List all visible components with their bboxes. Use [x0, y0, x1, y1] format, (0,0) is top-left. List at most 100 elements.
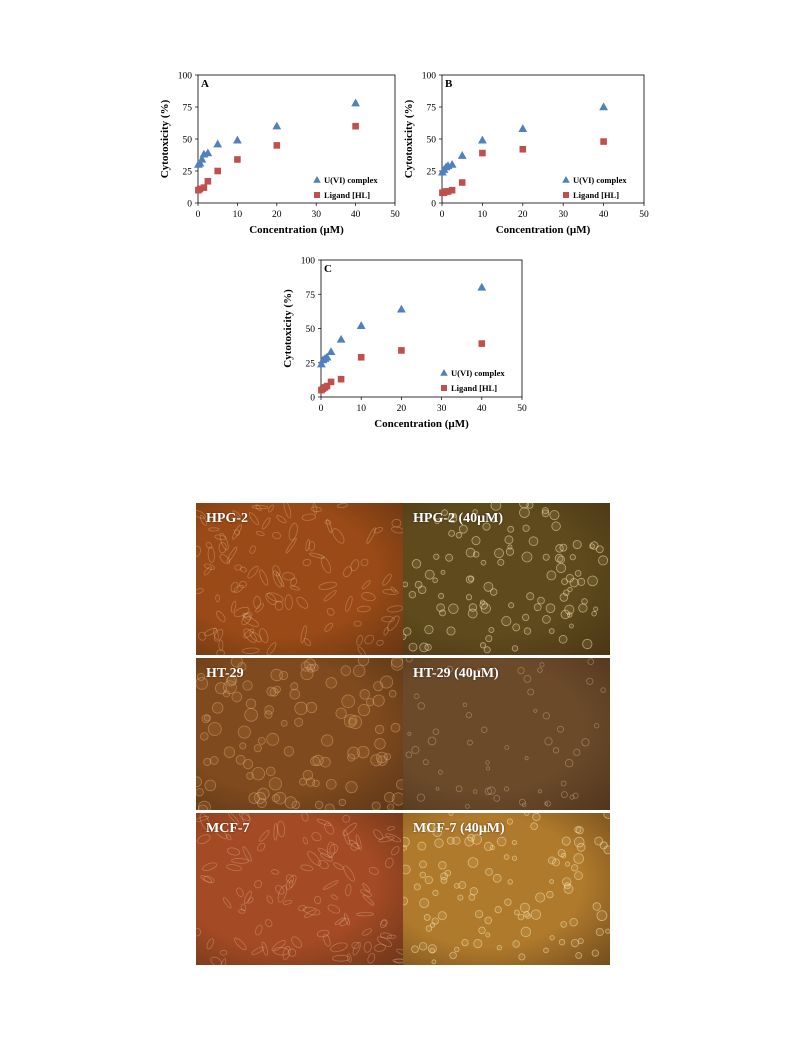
- x-tick-label: 40: [477, 404, 487, 414]
- cell-shape: [234, 529, 240, 536]
- cell-shape: [382, 573, 392, 586]
- y-tick-label: 75: [183, 104, 193, 114]
- cell-shape: [503, 854, 510, 860]
- cell-shape: [419, 898, 430, 909]
- data-point-triangle: [326, 347, 336, 355]
- cell-shape: [308, 552, 325, 559]
- cell-shape: [418, 942, 428, 951]
- cell-shape: [522, 613, 530, 622]
- cell-texture: [403, 813, 610, 965]
- cell-shape: [376, 936, 392, 947]
- cell-shape: [581, 738, 590, 747]
- cell-shape: [268, 504, 274, 513]
- x-tick-label: 10: [478, 210, 488, 220]
- cell-shape: [591, 610, 597, 617]
- cell-shape: [361, 592, 376, 602]
- cell-shape: [599, 841, 608, 850]
- cell-shape: [465, 594, 473, 601]
- cell-shape: [219, 949, 228, 956]
- cell-shape: [301, 513, 317, 521]
- cell-shape: [539, 662, 545, 668]
- cell-shape: [255, 504, 262, 512]
- x-axis-label: Concentration (µM): [249, 224, 344, 236]
- cell-shape: [362, 883, 371, 893]
- cell-shape: [343, 829, 350, 846]
- cell-shape: [330, 942, 348, 953]
- cell-shape: [462, 702, 468, 708]
- data-point-square: [337, 375, 345, 383]
- cell-shape: [496, 836, 507, 847]
- cell-shape: [196, 927, 202, 937]
- cell-shape: [266, 732, 280, 746]
- cell-shape: [203, 757, 212, 766]
- cell-shape: [347, 746, 360, 760]
- cell-shape: [507, 544, 513, 550]
- micrograph-ht29-treated: HT-29 (40µM): [403, 658, 610, 810]
- cell-shape: [246, 772, 254, 780]
- cell-shape: [269, 687, 279, 697]
- x-tick-label: 20: [397, 404, 407, 414]
- cell-shape: [228, 813, 240, 825]
- cell-shape: [230, 600, 237, 613]
- cell-shape: [573, 748, 581, 757]
- cell-shape: [226, 546, 238, 563]
- cell-shape: [197, 800, 211, 810]
- cell-shape: [465, 712, 472, 719]
- cell-shape: [325, 677, 337, 689]
- cell-shape: [403, 836, 410, 848]
- cell-shape: [225, 833, 232, 841]
- cell-shape: [417, 841, 427, 851]
- cell-shape: [492, 873, 502, 883]
- chart-panel-B: 0 25 50 75 100 0 10 20 30 40 50 B Concentration (µM)…: [403, 72, 649, 237]
- cell-shape: [445, 553, 453, 562]
- cell-shape: [357, 646, 367, 655]
- cell-shape: [483, 841, 494, 852]
- legend-marker-triangle: [562, 176, 570, 183]
- cell-shape: [210, 956, 223, 965]
- cell-shape: [257, 737, 266, 745]
- cell-shape: [526, 592, 535, 601]
- data-point-square: [352, 122, 359, 130]
- cell-shape: [213, 826, 228, 840]
- cell-shape: [272, 570, 283, 588]
- cell-shape: [405, 658, 413, 663]
- cell-shape: [231, 691, 243, 703]
- cell-shape: [381, 919, 387, 927]
- cell-shape: [376, 639, 384, 646]
- cell-shape: [266, 895, 274, 904]
- cell-shape: [422, 759, 429, 765]
- cell-shape: [479, 642, 487, 649]
- cell-shape: [512, 623, 521, 632]
- cell-shape: [243, 628, 255, 639]
- data-point-square: [479, 149, 486, 157]
- cell-shape: [605, 928, 610, 934]
- cell-shape: [413, 883, 421, 891]
- plot-frame: [441, 74, 645, 204]
- cell-shape: [435, 786, 440, 791]
- cell-shape: [341, 694, 356, 709]
- cell-shape: [348, 717, 357, 726]
- cell-shape: [306, 663, 316, 673]
- cell-shape: [316, 929, 330, 938]
- data-point-triangle: [272, 121, 282, 130]
- cell-shape: [236, 887, 244, 897]
- plot-frame: [320, 259, 523, 398]
- cell-shape: [264, 919, 273, 928]
- cell-shape: [438, 769, 443, 775]
- micrograph-label: MCF-7: [206, 821, 250, 836]
- cell-shape: [379, 932, 393, 939]
- cell-shape: [455, 785, 463, 793]
- micrograph-mcf7-treated: MCF-7 (40µM): [403, 813, 610, 965]
- cell-shape: [474, 910, 484, 919]
- cell-shape: [519, 798, 526, 806]
- cell-shape: [570, 939, 579, 948]
- cell-shape: [289, 585, 301, 591]
- cell-shape: [219, 532, 229, 551]
- data-point-square: [323, 382, 331, 390]
- cell-shape: [356, 635, 363, 646]
- cell-shape: [559, 593, 569, 602]
- cell-shape: [581, 598, 588, 605]
- cell-shape: [241, 611, 253, 626]
- cell-shape: [483, 646, 491, 654]
- cell-shape: [342, 822, 357, 836]
